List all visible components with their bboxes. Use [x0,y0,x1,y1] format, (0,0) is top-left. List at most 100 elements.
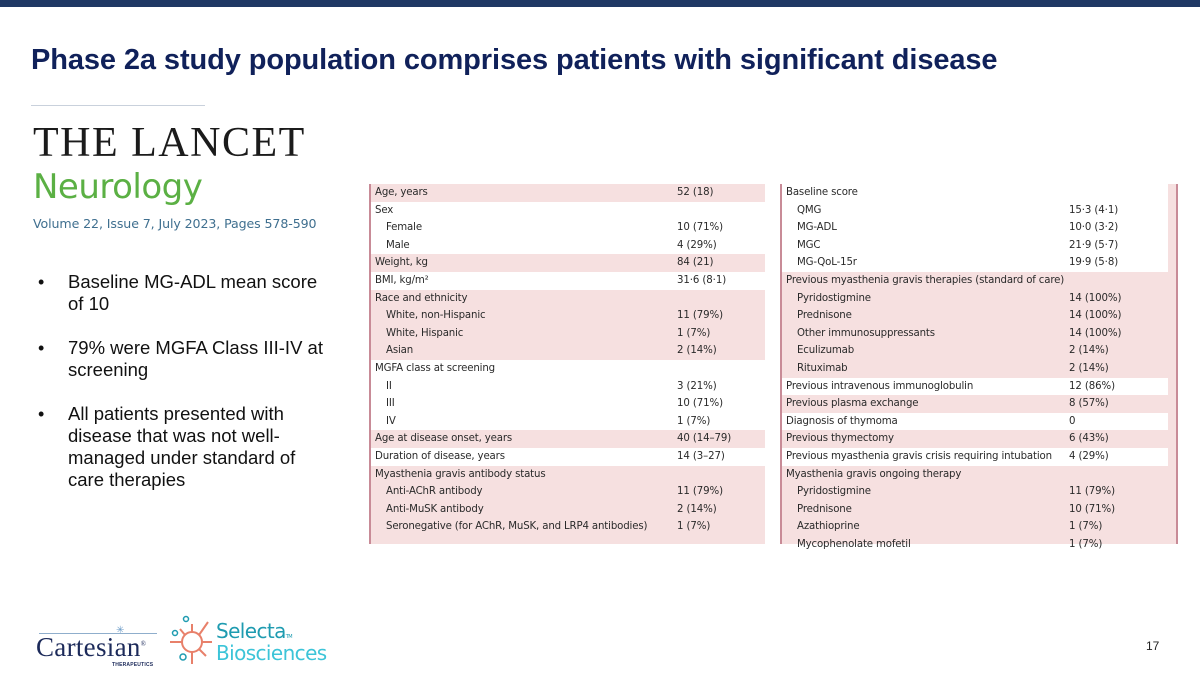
row-label: Previous intravenous immunoglobulin [786,380,974,392]
bullet-item: • Baseline MG-ADL mean score of 10 [38,271,328,315]
journal-name: THE LANCET [33,120,306,166]
row-label: White, non-Hispanic [386,310,486,322]
row-label: Eculizumab [797,345,855,357]
table-row: Previous intravenous immunoglobulin 12 (8… [782,377,1168,396]
top-accent-bar [0,0,1200,7]
table-row: Mycophenolate mofetil 1 (7%) [782,536,1176,554]
table-row: Female 10 (71%) [371,219,765,237]
row-value: 10·0 (3·2) [1069,222,1119,234]
table-row: Anti-AChR antibody 11 (79%) [371,483,765,501]
row-value: 4 (29%) [677,239,717,251]
table-row: MGC 21·9 (5·7) [782,236,1168,255]
selecta-logo-line2: Biosciences [216,641,327,665]
table-row: MG-QoL-15r 19·9 (5·8) [782,254,1168,272]
table-row: III 10 (71%) [371,395,765,413]
row-label: QMG [797,204,822,216]
row-label: Mycophenolate mofetil [797,538,911,550]
row-value: 1 (7%) [1069,538,1103,550]
row-label: Previous myasthenia gravis crisis requir… [786,450,1052,462]
table-row: White, Hispanic 1 (7%) [371,325,765,343]
cartesian-tagline: THERAPEUTICS [112,662,154,668]
table-row: Previous myasthenia gravis crisis requir… [782,447,1168,466]
row-label: Duration of disease, years [375,450,505,462]
row-label: Other immunosuppressants [797,327,935,339]
row-label: MG-QoL-15r [797,257,857,269]
table-row: BMI, kg/m² 31·6 (8·1) [371,271,765,290]
table-row: QMG 15·3 (4·1) [782,201,1168,220]
row-value: 11 (79%) [1069,486,1115,498]
row-value: 6 (43%) [1069,433,1109,445]
row-label: III [386,398,395,410]
row-label: Myasthenia gravis ongoing therapy [786,468,962,480]
journal-subtitle: Neurology [33,167,203,207]
row-value: 1 (7%) [677,415,711,427]
table-row: Eculizumab 2 (14%) [782,342,1176,360]
row-value: 1 (7%) [1069,521,1103,533]
slide-title: Phase 2a study population comprises pati… [31,44,998,76]
table-row: Duration of disease, years 14 (3–27) [371,447,765,466]
row-value: 0 [1069,415,1076,427]
row-label: Previous plasma exchange [786,398,919,410]
row-value: 2 (14%) [1069,345,1109,357]
row-value: 14 (100%) [1069,327,1122,339]
row-label: BMI, kg/m² [375,274,429,286]
table-row: Previous thymectomy 6 (43%) [782,430,1176,448]
table-row: Rituximab 2 (14%) [782,360,1176,378]
row-label: II [386,380,392,392]
bullet-text: Baseline MG-ADL mean score of 10 [68,271,318,314]
row-value: 15·3 (4·1) [1069,204,1119,216]
row-value: 31·6 (8·1) [677,274,727,286]
table-row: Azathioprine 1 (7%) [782,518,1176,536]
row-value: 4 (29%) [1069,450,1109,462]
row-label: Myasthenia gravis antibody status [375,468,546,480]
table-row: Prednisone 10 (71%) [782,501,1176,519]
page-number: 17 [1146,639,1160,653]
row-value: 1 (7%) [677,521,711,533]
row-label: MGFA class at screening [375,362,495,374]
row-label: Race and ethnicity [375,292,468,304]
row-label: MG-ADL [797,222,837,234]
table-row: Myasthenia gravis ongoing therapy [782,466,1176,484]
bullet-text: 79% were MGFA Class III-IV at screening [68,337,323,380]
row-label: Male [386,239,410,251]
row-value: 12 (86%) [1069,380,1115,392]
journal-citation: Volume 22, Issue 7, July 2023, Pages 578… [33,216,317,231]
key-findings-list: • Baseline MG-ADL mean score of 10 • 79% w… [38,271,328,513]
row-value: 52 (18) [677,187,714,198]
selecta-sun-icon [170,615,212,664]
bullet-icon: • [38,272,45,292]
table-row: Pyridostigmine 14 (100%) [782,290,1176,308]
cartesian-star-icon: ✳ [116,625,125,636]
table-row: Asian 2 (14%) [371,342,765,360]
row-label: Age at disease onset, years [375,433,513,445]
row-label: MGC [797,239,821,251]
table-row: Other immunosuppressants 14 (100%) [782,325,1176,343]
row-label: Female [386,222,422,234]
table-row: Race and ethnicity [371,290,765,308]
row-label: Weight, kg [375,257,428,269]
row-label: Prednisone [797,310,852,322]
bullet-item: • 79% were MGFA Class III-IV at screening [38,337,328,381]
row-value: 14 (100%) [1069,310,1122,322]
row-label: Azathioprine [797,521,860,533]
table-row: Weight, kg 84 (21) [371,254,765,272]
footer-logos: ✳ Cartesian® THERAPEUTICS SelectaTM Bios… [36,612,336,668]
row-value: 11 (79%) [677,486,723,498]
row-label: Previous thymectomy [786,433,894,445]
bullet-text: All patients presented with disease that… [68,403,296,490]
row-value: 8 (57%) [1069,398,1109,410]
table-row: MG-ADL 10·0 (3·2) [782,219,1168,237]
row-value: 1 (7%) [677,327,711,339]
row-value: 3 (21%) [677,380,717,392]
cartesian-rule [39,633,157,634]
row-value: 14 (3–27) [677,450,725,462]
row-label: Sex [375,204,394,216]
selecta-logo-line1: SelectaTM [216,619,293,643]
table-row: Anti-MuSK antibody 2 (14%) [371,501,765,519]
row-label: Seronegative (for AChR, MuSK, and LRP4 a… [386,521,648,533]
row-value: 10 (71%) [677,222,723,234]
row-value: 10 (71%) [677,398,723,410]
table-row: Previous myasthenia gravis therapies (st… [782,272,1176,290]
row-label: Age, years [375,187,428,198]
bullet-icon: • [38,338,45,358]
